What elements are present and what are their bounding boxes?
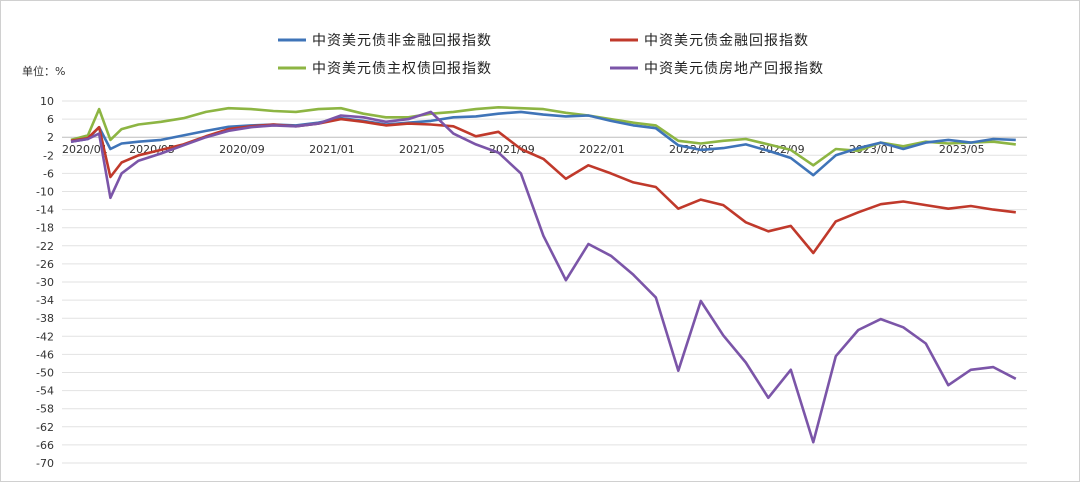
legend-label-non-financial: 中资美元债非金融回报指数: [312, 33, 492, 49]
y-tick-label-7: -18: [36, 222, 54, 235]
x-tick-label-2: 2020/09: [219, 143, 265, 156]
y-tick-label-20: -70: [36, 457, 54, 470]
x-tick-label-5: 2021/09: [489, 143, 535, 156]
series-layer: [70, 106, 1017, 444]
y-tick-label-3: -2: [43, 149, 54, 162]
y-tick-label-18: -62: [36, 421, 54, 434]
legend-label-real-estate: 中资美元债房地产回报指数: [644, 61, 824, 77]
y-axis-ticks: 10 6 2 -2 -6 -10 -14 -18 -22 -26 -30 -34 -38 -42 -46 -5…: [36, 95, 54, 470]
y-tick-label-9: -26: [36, 258, 54, 271]
y-tick-label-4: -6: [43, 167, 54, 180]
legend-label-financial: 中资美元债金融回报指数: [644, 33, 809, 49]
unit-label: 单位：%: [22, 64, 65, 78]
y-tick-label-8: -22: [36, 240, 54, 253]
x-tick-label-0: 2020/01: [62, 143, 108, 156]
y-tick-label-14: -46: [36, 348, 54, 361]
y-tick-label-1: 6: [47, 113, 54, 126]
legend-item-real-estate: 中资美元债房地产回报指数: [610, 61, 824, 77]
y-tick-label-12: -38: [36, 312, 54, 325]
y-tick-label-16: -54: [36, 385, 54, 398]
y-tick-label-5: -10: [36, 186, 54, 199]
legend-label-sovereign: 中资美元债主权债回报指数: [312, 61, 492, 77]
x-tick-label-10: 2023/05: [939, 143, 985, 156]
y-tick-label-15: -50: [36, 367, 54, 380]
y-tick-label-17: -58: [36, 403, 54, 416]
y-tick-label-11: -34: [36, 294, 54, 307]
y-tick-label-6: -14: [36, 204, 54, 217]
legend-item-sovereign: 中资美元债主权债回报指数: [278, 61, 492, 77]
x-tick-label-3: 2021/01: [309, 143, 355, 156]
series-line-0: [70, 110, 1016, 177]
x-tick-label-4: 2021/05: [399, 143, 445, 156]
legend: 中资美元债非金融回报指数 中资美元债金融回报指数 中资美元债主权债回报指数 中资…: [278, 33, 824, 77]
y-tick-label-13: -42: [36, 330, 54, 343]
legend-item-financial: 中资美元债金融回报指数: [610, 33, 809, 49]
x-tick-label-6: 2022/01: [579, 143, 625, 156]
grid-layer: [62, 100, 1027, 464]
series-line-3: [70, 110, 1017, 444]
y-tick-label-0: 10: [40, 95, 54, 108]
y-tick-label-10: -30: [36, 276, 54, 289]
legend-item-non-financial: 中资美元债非金融回报指数: [278, 33, 492, 49]
y-tick-label-2: 2: [47, 131, 54, 144]
y-tick-label-19: -66: [36, 439, 54, 452]
